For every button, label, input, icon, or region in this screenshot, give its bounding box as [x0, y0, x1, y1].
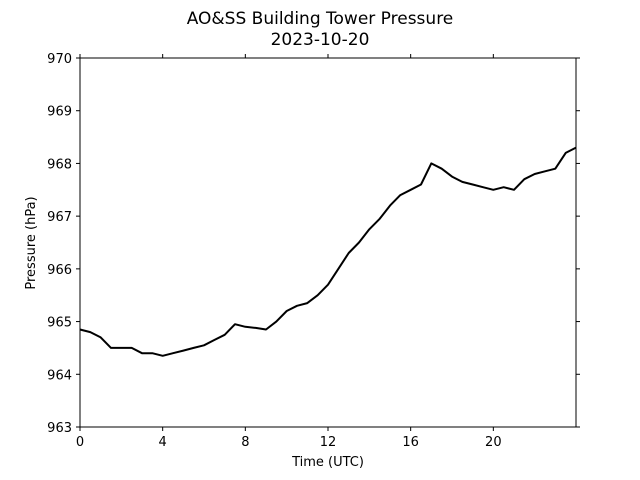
x-tick-label: 0	[76, 435, 84, 450]
y-tick-label: 968	[47, 157, 72, 172]
y-tick-label: 967	[47, 210, 72, 225]
x-tick-label: 12	[320, 435, 337, 450]
y-tick-label: 969	[47, 105, 72, 120]
x-tick-label: 16	[402, 435, 419, 450]
y-tick-label: 965	[47, 316, 72, 331]
y-axis-label: Pressure (hPa)	[24, 196, 39, 289]
y-axis: 963 964 965 966 967 968 969 970	[47, 52, 580, 436]
y-tick-label: 964	[47, 368, 72, 383]
plot-area-frame	[79, 57, 577, 428]
chart-title: AO&SS Building Tower Pressure	[187, 9, 454, 29]
y-tick-label: 966	[47, 263, 72, 278]
x-axis: 0 4 8 12 16 20	[76, 54, 502, 450]
x-axis-label: Time (UTC)	[291, 455, 364, 470]
y-tick-label: 963	[47, 421, 72, 436]
chart-subtitle: 2023-10-20	[271, 30, 370, 50]
x-tick-label: 20	[485, 435, 502, 450]
x-tick-label: 4	[159, 435, 167, 450]
pressure-series-line	[79, 146, 577, 357]
x-tick-label: 8	[241, 435, 249, 450]
y-tick-label: 970	[47, 52, 72, 67]
